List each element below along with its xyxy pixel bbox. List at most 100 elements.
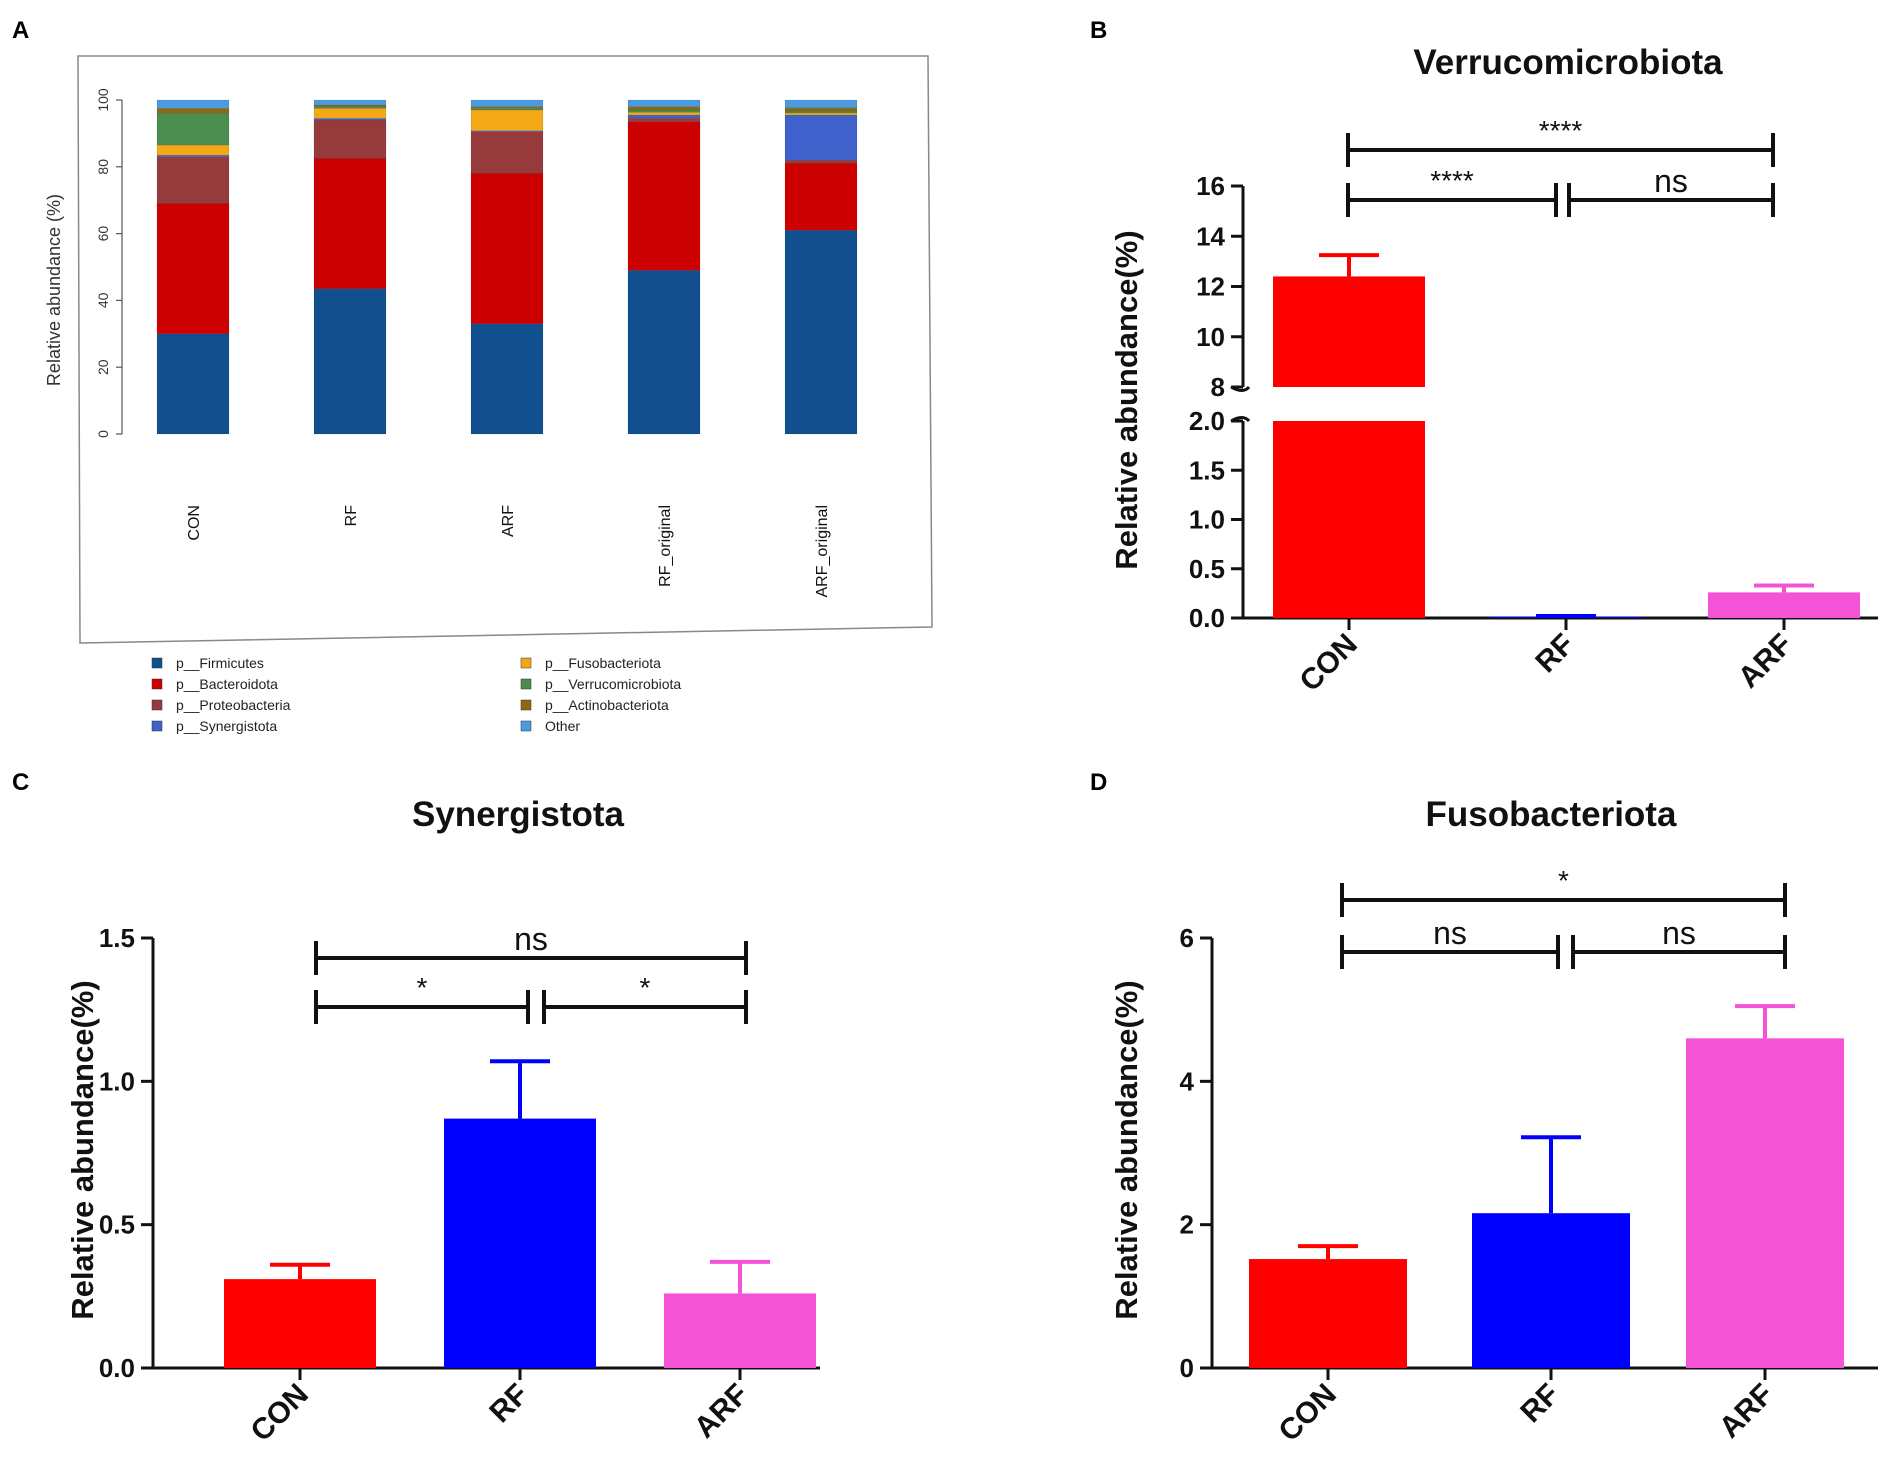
panel-a-bar-rf-original-p-firmicutes [627, 270, 701, 435]
panel-a-bar-rf-original-p-synergistota [627, 114, 701, 119]
panel-a-bar-arf-original-p-proteobacteria [784, 159, 858, 164]
panel-a-y-tick-label: 0 [95, 430, 111, 438]
panel-a-legend-label-p-fusobacteriota: p__Fusobacteriota [545, 655, 661, 671]
panel-a-legend-swatch-p-firmicutes [151, 657, 163, 669]
panel-a-x-tick-label-arf: ARF [500, 505, 517, 537]
panel-a-bar-con-p-firmicutes [156, 333, 230, 435]
panel-d-x-tick-label-rf: RF [1514, 1378, 1566, 1430]
panel-b-y-tick-label: 0.5 [1189, 554, 1225, 584]
panel-a-bar-con-p-proteobacteria [156, 156, 230, 204]
panel-d-x-tick-label-con: CON [1272, 1378, 1342, 1448]
panel-a-legend-label-p-proteobacteria: p__Proteobacteria [176, 697, 291, 713]
panel-a-legend-swatch-p-verrucomicrobiota [520, 678, 532, 690]
panel-a-legend-label-p-synergistota: p__Synergistota [176, 718, 277, 734]
panel-a-y-tick-label: 100 [95, 88, 111, 112]
panel-b-y-tick-label: 10 [1196, 322, 1225, 352]
panel-d-y-tick-label: 4 [1180, 1066, 1195, 1096]
panel-a-bar-con-other [156, 99, 230, 109]
panel-a-legend-swatch-p-fusobacteriota [520, 657, 532, 669]
panel-a-bar-rf-original-p-proteobacteria [627, 118, 701, 122]
panel-c-title: Synergistota [412, 795, 625, 834]
panel-b-x-tick-label-arf: ARF [1732, 628, 1799, 695]
panel-a-legend-swatch-p-actinobacteriota [520, 699, 532, 711]
panel-a-bar-arf-p-bacteroidota [470, 173, 544, 325]
panel-a-frame [77, 55, 933, 644]
panel-c-y-tick-label: 0.0 [99, 1353, 135, 1383]
panel-d-bar-chart: Fusobacteriota Relative abundance(%) 0 2 4 6 C… [1109, 795, 1878, 1448]
panel-a-bar-rf-original-p-verrucomicrobiota [627, 109, 701, 113]
panel-label-c: C [12, 769, 29, 796]
panel-c-x-tick-label-rf: RF [483, 1378, 535, 1430]
panel-d-title: Fusobacteriota [1426, 795, 1677, 834]
panel-a-bar-rf-p-synergistota [313, 118, 387, 121]
panel-a-legend-label-p-bacteroidota: p__Bacteroidota [176, 676, 278, 692]
panel-b-y-tick-label: 1.5 [1189, 455, 1225, 485]
panel-d-significance-label-2: ns [1662, 915, 1696, 951]
panel-c-y-tick-label: 0.5 [99, 1210, 135, 1240]
panel-a-bar-arf-original-p-verrucomicrobiota [784, 110, 858, 114]
panel-a-legend-label-p-actinobacteriota: p__Actinobacteriota [545, 697, 669, 713]
panel-a-bar-rf-p-bacteroidota [313, 158, 387, 289]
panel-a-bar-arf-original-p-firmicutes [784, 230, 858, 435]
panel-a-bar-arf-p-firmicutes [470, 323, 544, 435]
panel-a-legend-swatch-other [520, 720, 532, 732]
panel-a-bar-arf-original-other [784, 99, 858, 108]
panel-a-bar-arf-original-p-synergistota [784, 114, 858, 161]
panel-a-y-tick-label: 20 [95, 359, 111, 375]
panel-b-y-tick-label: 1.0 [1189, 505, 1225, 535]
panel-a-bar-rf-original-other [627, 99, 701, 107]
panel-a-bar-arf-original-p-actinobacteriota [784, 107, 858, 112]
panel-a-legend-swatch-p-bacteroidota [151, 678, 163, 690]
panel-d-significance-label-1: ns [1433, 915, 1467, 951]
panel-b-bar-chart: Verrucomicrobiota Relative abundance(%) 0.… [1109, 43, 1878, 698]
panel-a-bar-rf-p-verrucomicrobiota [313, 106, 387, 109]
panel-b-significance-label-1: **** [1430, 165, 1474, 196]
panel-d-y-tick-label: 6 [1180, 923, 1194, 953]
panel-d-bar-rf [1472, 1213, 1630, 1368]
panel-a-bar-arf-p-verrucomicrobiota [470, 108, 544, 111]
panel-d-y-tick-label: 0 [1180, 1353, 1194, 1383]
panel-d-x-tick-label-arf: ARF [1713, 1378, 1780, 1445]
panel-a-bar-rf-p-firmicutes [313, 288, 387, 435]
panel-b-bar-con [1273, 421, 1425, 618]
panel-d-bar-con [1249, 1259, 1407, 1368]
panel-b-bar-arf [1708, 592, 1860, 618]
panel-a-y-tick-label: 60 [95, 226, 111, 242]
panel-a-bar-arf-p-fusobacteriota [470, 109, 544, 131]
panel-a-bar-arf-original-p-bacteroidota [784, 163, 858, 231]
panel-b-bar-con [1273, 276, 1425, 387]
panel-c-x-tick-label-con: CON [244, 1378, 314, 1448]
panel-a-legend-label-p-verrucomicrobiota: p__Verrucomicrobiota [545, 676, 681, 692]
panel-d-y-axis-label: Relative abundance(%) [1109, 980, 1144, 1319]
panel-a-bar-con-p-bacteroidota [156, 203, 230, 335]
panel-a-bar-rf-other [313, 99, 387, 106]
panel-b-title: Verrucomicrobiota [1413, 43, 1723, 82]
panel-a-bar-arf-other [470, 99, 544, 107]
panel-a-x-tick-label-rf: RF [343, 505, 360, 527]
panel-a-x-tick-label-arf-original: ARF_original [814, 505, 831, 597]
panel-c-significance-label-0: ns [514, 921, 548, 957]
panel-d-y-tick-label: 2 [1180, 1210, 1194, 1240]
panel-a-bar-con-p-actinobacteriota [156, 108, 230, 114]
panel-a-bar-rf-original-p-fusobacteriota [627, 112, 701, 116]
panel-a-bar-rf-original-p-bacteroidota [627, 121, 701, 271]
panel-b-y-tick-label: 8 [1211, 372, 1225, 402]
panel-a-legend-swatch-p-synergistota [151, 720, 163, 732]
panel-a-legend-label-other: Other [545, 718, 580, 734]
panel-b-y-tick-label: 0.0 [1189, 603, 1225, 633]
panel-d-bar-arf [1686, 1038, 1844, 1368]
panel-c-y-axis-label: Relative abundance(%) [65, 980, 100, 1319]
panel-a-y-tick-label: 40 [95, 292, 111, 308]
panel-c-bar-arf [664, 1293, 816, 1368]
panel-a-x-tick-labels: CON RF ARF RF_original ARF_original [186, 505, 831, 598]
panel-a-y-tick-label: 80 [95, 159, 111, 175]
panel-a-legend-label-p-firmicutes: p__Firmicutes [176, 655, 264, 671]
panel-b-y-axis-label: Relative abundance(%) [1109, 230, 1144, 569]
panel-a-y-axis: 0 20 40 60 80 100 [95, 88, 123, 438]
panel-a-stacked-bar-chart: 0 20 40 60 80 100 CON RF ARF RF_original ARF_orig… [44, 55, 933, 734]
panel-b-x-tick-label-con: CON [1293, 628, 1363, 698]
panel-b-x-tick-label-rf: RF [1529, 628, 1581, 680]
panel-c-y-tick-label: 1.0 [99, 1066, 135, 1096]
panel-b-y-tick-label: 14 [1196, 221, 1225, 251]
panel-a-bar-con-p-verrucomicrobiota [156, 113, 230, 146]
